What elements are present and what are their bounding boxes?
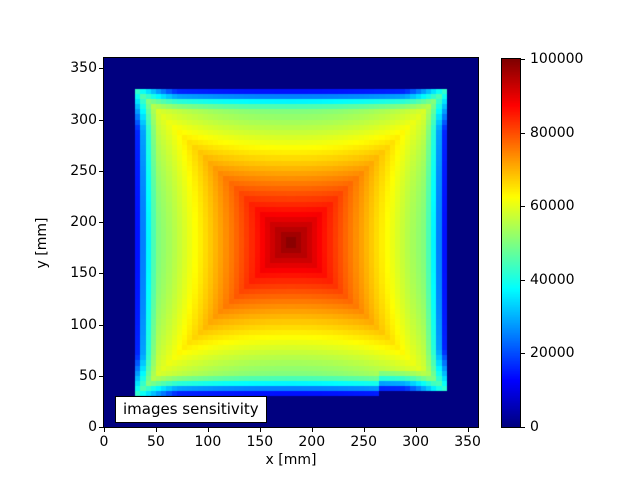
y-tick-mark bbox=[99, 68, 103, 70]
x-tick-label: 250 bbox=[350, 434, 378, 450]
colorbar-tick-mark bbox=[521, 279, 525, 281]
x-axis-label: x [mm] bbox=[265, 452, 317, 468]
heatmap-canvas bbox=[104, 58, 478, 427]
y-tick-label: 350 bbox=[70, 60, 97, 77]
y-tick-mark bbox=[99, 324, 103, 326]
annotation-label: images sensitivity bbox=[123, 400, 259, 418]
colorbar-tick-label: 60000 bbox=[530, 198, 575, 215]
x-tick-label: 50 bbox=[147, 434, 165, 450]
y-tick-mark bbox=[99, 375, 103, 377]
annotation-box: images sensitivity bbox=[115, 396, 267, 423]
y-tick-label: 300 bbox=[70, 111, 97, 128]
x-tick-mark bbox=[207, 428, 209, 432]
colorbar-tick-mark bbox=[521, 132, 525, 134]
y-tick-label: 150 bbox=[70, 265, 97, 282]
y-tick-mark bbox=[99, 222, 103, 223]
y-tick-label: 100 bbox=[70, 316, 97, 333]
x-tick-label: 350 bbox=[454, 434, 481, 450]
y-tick-label: 0 bbox=[88, 419, 97, 435]
x-tick-label: 300 bbox=[402, 434, 430, 450]
x-tick-label: 150 bbox=[246, 434, 274, 450]
x-tick-mark bbox=[467, 428, 469, 432]
x-tick-mark bbox=[363, 428, 365, 432]
colorbar-tick-label: 40000 bbox=[530, 271, 575, 288]
y-tick-mark bbox=[99, 170, 103, 172]
x-tick-label: 0 bbox=[99, 434, 109, 450]
colorbar-tick-mark bbox=[521, 353, 525, 355]
x-tick-label: 100 bbox=[194, 434, 222, 450]
y-tick-label: 200 bbox=[70, 214, 97, 230]
colorbar-tick-label: 100000 bbox=[530, 51, 584, 67]
y-tick-label: 250 bbox=[70, 162, 97, 179]
colorbar-tick-label: 20000 bbox=[530, 345, 575, 362]
y-tick-mark bbox=[99, 119, 103, 121]
y-tick-mark bbox=[99, 427, 103, 428]
y-tick-label: 50 bbox=[79, 367, 97, 384]
colorbar-tick-mark bbox=[521, 427, 525, 428]
colorbar-tick-mark bbox=[521, 206, 525, 208]
x-tick-mark bbox=[104, 428, 105, 432]
colorbar-canvas bbox=[502, 59, 520, 427]
x-tick-mark bbox=[415, 428, 417, 432]
x-tick-mark bbox=[259, 428, 261, 432]
y-tick-mark bbox=[99, 273, 103, 275]
x-tick-mark bbox=[155, 428, 157, 432]
heatmap-axes bbox=[104, 58, 478, 427]
colorbar-tick-mark bbox=[521, 59, 525, 60]
x-tick-label: 200 bbox=[298, 434, 326, 450]
colorbar-tick-label: 0 bbox=[530, 419, 539, 435]
x-tick-mark bbox=[311, 428, 313, 432]
colorbar-tick-label: 80000 bbox=[530, 124, 575, 141]
